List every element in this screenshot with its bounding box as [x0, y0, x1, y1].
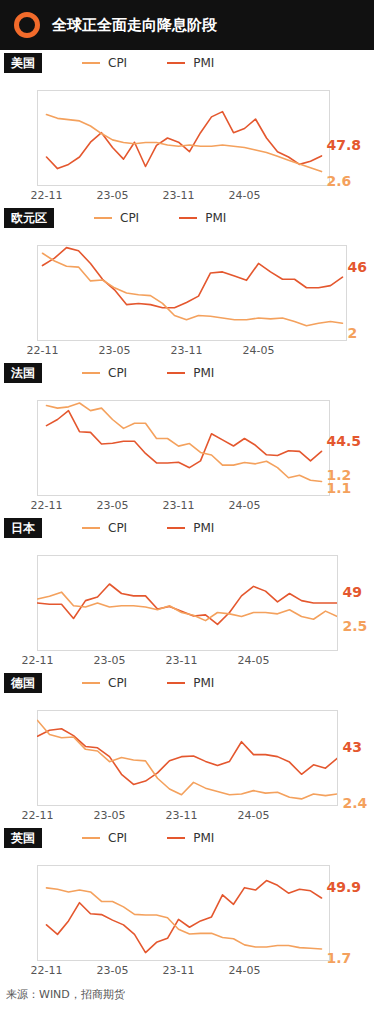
svg-text:24-05: 24-05	[229, 964, 261, 977]
html-text:CPI: CPI	[120, 211, 140, 225]
svg-text:23-05: 23-05	[97, 189, 129, 202]
svg-text:22-11: 22-11	[31, 499, 63, 512]
html-text:PMI: PMI	[193, 676, 215, 690]
svg-text:23-11: 23-11	[163, 189, 195, 202]
html-text:PMI: PMI	[193, 366, 215, 380]
svg-text:22-11: 22-11	[22, 654, 54, 667]
svg-text:1.7: 1.7	[327, 950, 352, 966]
svg-text:22-11: 22-11	[31, 964, 63, 977]
svg-text:44.5: 44.5	[327, 433, 362, 449]
svg-text:23-05: 23-05	[94, 654, 126, 667]
svg-text:23-05: 23-05	[99, 344, 131, 357]
html-text:日本: 日本	[11, 521, 35, 535]
svg-text:2.5: 2.5	[343, 618, 368, 634]
html-text:PMI: PMI	[193, 56, 215, 70]
svg-text:23-05: 23-05	[94, 809, 126, 822]
svg-text:23-05: 23-05	[97, 964, 129, 977]
svg-text:23-11: 23-11	[166, 654, 198, 667]
html-text:英国: 英国	[11, 831, 35, 845]
svg-text:24-05: 24-05	[238, 809, 270, 822]
svg-text:22-11: 22-11	[31, 189, 63, 202]
svg-text:43: 43	[343, 739, 362, 755]
html-text:PMI: PMI	[193, 831, 215, 845]
svg-text:2: 2	[348, 325, 358, 341]
svg-text:24-05: 24-05	[238, 654, 270, 667]
svg-text:23-11: 23-11	[163, 499, 195, 512]
svg-text:49.9: 49.9	[327, 879, 362, 895]
html-text:欧元区: 欧元区	[11, 211, 47, 225]
html-text:全球正全面走向降息阶段: 全球正全面走向降息阶段	[52, 15, 217, 34]
html-text:CPI: CPI	[108, 366, 128, 380]
svg-text:23-11: 23-11	[171, 344, 203, 357]
svg-text:2.4: 2.4	[343, 795, 368, 811]
svg-text:1.2: 1.2	[326, 467, 352, 483]
svg-text:49: 49	[343, 584, 362, 600]
html-text:CPI: CPI	[108, 56, 128, 70]
html-text:美国: 美国	[11, 56, 35, 70]
svg-text:23-11: 23-11	[166, 809, 198, 822]
html-text:CPI: CPI	[108, 831, 128, 845]
html-text:PMI: PMI	[193, 521, 215, 535]
svg-text:24-05: 24-05	[229, 189, 261, 202]
html-text:PMI: PMI	[205, 211, 227, 225]
html-text:CPI: CPI	[108, 676, 128, 690]
svg-text:22-11: 22-11	[22, 809, 54, 822]
svg-text:47.8: 47.8	[327, 137, 362, 153]
html-text:来源：WIND，招商期货: 来源：WIND，招商期货	[6, 987, 125, 1001]
svg-text:1.1: 1.1	[327, 480, 352, 496]
html-text:德国: 德国	[11, 676, 35, 690]
svg-text:24-05: 24-05	[229, 499, 261, 512]
svg-text:23-05: 23-05	[97, 499, 129, 512]
html-text:法国: 法国	[11, 366, 35, 380]
svg-text:46: 46	[348, 259, 367, 275]
svg-text:2.6: 2.6	[327, 173, 352, 189]
svg-text:24-05: 24-05	[243, 344, 275, 357]
svg-text:23-11: 23-11	[163, 964, 195, 977]
svg-text:22-11: 22-11	[27, 344, 59, 357]
html-text:CPI: CPI	[108, 521, 128, 535]
